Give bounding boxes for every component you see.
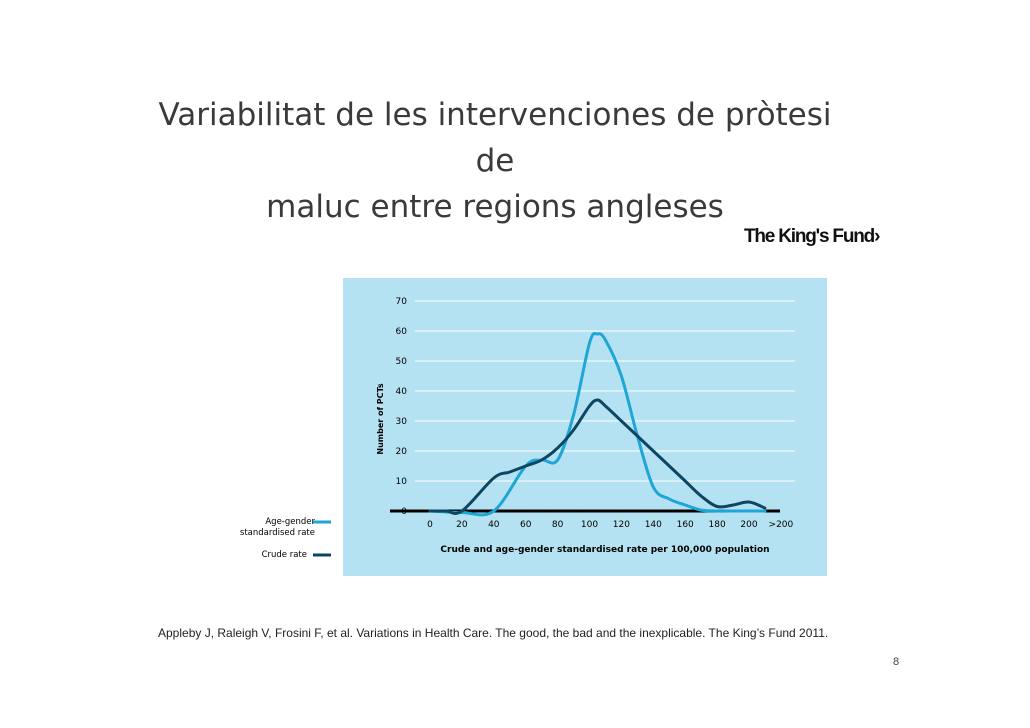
x-tick-label: 200 [740,520,757,530]
page-number: 8 [893,656,900,668]
series-line-crude [428,398,767,515]
y-tick-label: 20 [396,447,408,457]
x-tick-label: >200 [769,520,794,530]
legend-label-series-2: Crude rate [262,550,307,560]
legend-label-series-1b: standardised rate [240,528,315,538]
x-tick-label: 180 [709,520,726,530]
x-tick-label: 100 [581,520,598,530]
x-tick-label: 160 [677,520,694,530]
x-tick-label: 140 [645,520,662,530]
title-line-1: Variabilitat de les intervenciones de pr… [158,97,832,179]
x-tick-label: 60 [520,520,532,530]
title-line-2: maluc entre regions angleses [266,189,724,225]
chart: 0 10 20 30 40 50 60 70 0 20 40 60 80 100 120 140 160 180… [240,297,795,560]
y-tick-labels: 010203040506070 [396,297,408,517]
logo-text: The King's Fund [744,226,875,247]
x-tick-labels: 0 20 40 60 80 100 120 140 160 180 200 >200 [427,520,793,530]
x-tick-label: 120 [613,520,630,530]
chart-panel: 0 10 20 30 40 50 60 70 0 20 40 60 80 100 120 140 160 180… [240,278,827,576]
y-tick-label: 60 [396,327,408,337]
x-tick-label: 40 [488,520,500,530]
y-tick-label: 40 [396,387,408,397]
slide-title: Variabilitat de les intervenciones de pr… [150,92,840,230]
kings-fund-logo: The King's Fund› [744,226,880,248]
citation: Appleby J, Raleigh V, Frosini F, et al. … [158,626,829,640]
y-tick-label: 50 [396,357,408,367]
series-lines [428,332,767,517]
x-tick-label: 0 [427,520,433,530]
y-axis-label: Number of PCTs [376,383,385,455]
grid-lines [415,300,795,482]
x-axis-label: Crude and age-gender standardised rate p… [440,545,769,555]
legend-label-series-1a: Age-gender [265,517,315,527]
legend: Age-gender standardised rate Crude rate [240,517,331,560]
logo-arrow-icon: › [874,226,880,247]
x-tick-label: 20 [456,520,468,530]
y-tick-label: 10 [396,477,408,487]
y-tick-label: 70 [396,297,408,307]
y-tick-label: 30 [396,417,408,427]
x-tick-label: 80 [552,520,564,530]
